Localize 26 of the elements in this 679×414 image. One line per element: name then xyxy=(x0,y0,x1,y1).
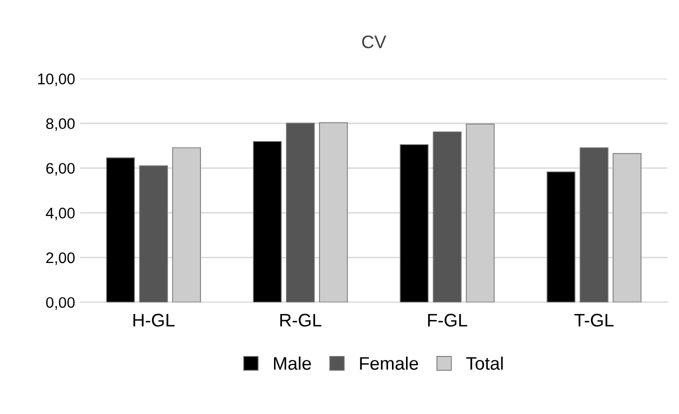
bar xyxy=(400,144,429,302)
chart-title: CV xyxy=(362,35,386,48)
bar xyxy=(139,165,168,302)
x-tick-label: R-GL xyxy=(280,314,322,327)
bar xyxy=(580,147,608,302)
legend-label: Male xyxy=(274,356,311,370)
bar xyxy=(286,122,315,302)
legend-label: Female xyxy=(360,356,418,370)
legend-label: Total xyxy=(466,356,503,370)
bar xyxy=(319,122,348,302)
y-tick-label: 6,00 xyxy=(46,162,75,176)
x-tick-label: H-GL xyxy=(133,314,175,327)
bar xyxy=(432,131,462,302)
y-tick-label: 8,00 xyxy=(46,118,75,131)
bar xyxy=(466,124,495,302)
y-tick-label: 2,00 xyxy=(46,252,75,265)
bar xyxy=(546,171,576,302)
bar xyxy=(612,153,642,302)
y-tick-label: 4,00 xyxy=(46,208,75,220)
bar xyxy=(252,141,282,302)
y-tick-label: 10,00 xyxy=(38,74,75,86)
bar xyxy=(106,157,135,302)
bar xyxy=(172,147,201,302)
y-tick-label: 0,00 xyxy=(46,297,75,310)
x-tick-label: T-GL xyxy=(574,314,614,327)
x-tick-label: F-GL xyxy=(428,314,468,327)
